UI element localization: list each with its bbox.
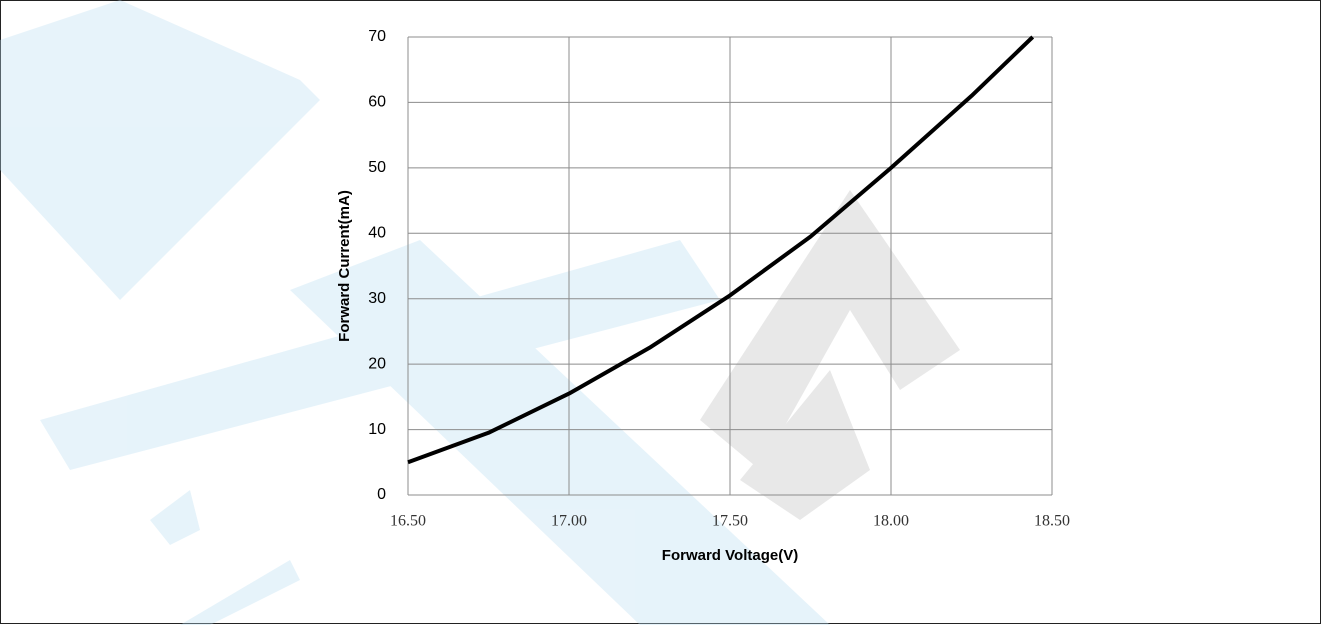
y-tick-label: 70 <box>368 28 386 45</box>
x-tick-label: 16.50 <box>390 513 426 530</box>
y-tick-label: 50 <box>368 159 386 176</box>
y-tick-label: 20 <box>368 355 386 372</box>
watermark <box>0 0 960 625</box>
x-axis-title: Forward Voltage(V) <box>662 547 798 564</box>
data-line <box>407 35 1035 465</box>
y-tick-label: 60 <box>368 94 386 111</box>
y-axis-title: Forward Current(mA) <box>336 190 353 342</box>
x-tick-label: 18.00 <box>873 513 909 530</box>
x-tick-label: 18.50 <box>1034 513 1070 530</box>
x-tick-label: 17.00 <box>551 513 587 530</box>
y-tick-label: 10 <box>368 421 386 438</box>
y-tick-label: 30 <box>368 290 386 307</box>
y-tick-label: 40 <box>368 225 386 242</box>
x-tick-label: 17.50 <box>712 513 748 530</box>
y-tick-label: 0 <box>377 486 386 503</box>
